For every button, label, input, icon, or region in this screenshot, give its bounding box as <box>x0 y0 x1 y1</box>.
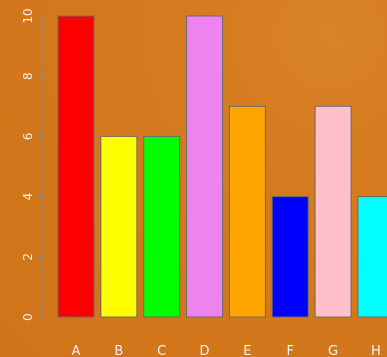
bar-d <box>186 15 224 318</box>
x-tick-label-f: F <box>287 344 294 357</box>
y-tick-label: 8 <box>21 72 35 80</box>
y-tick-label: 2 <box>21 253 35 261</box>
bars <box>57 15 387 318</box>
bar-a <box>57 15 95 318</box>
bar-b <box>100 135 138 318</box>
y-axis: 0 2 4 6 8 10 <box>21 8 44 321</box>
x-tick-label-a: A <box>72 344 81 357</box>
bar-c <box>143 135 181 318</box>
bar-e <box>228 105 266 318</box>
y-tick-label: 4 <box>21 193 35 201</box>
x-tick-label-b: B <box>114 344 123 357</box>
x-tick-label-g: G <box>328 344 338 357</box>
x-tick-label-e: E <box>243 344 251 357</box>
bar-f <box>271 196 309 318</box>
y-tick-label: 10 <box>21 8 35 23</box>
x-tick-label-c: C <box>157 344 166 357</box>
x-axis-labels: A B C D E F G H <box>72 344 381 357</box>
bar-g <box>314 105 352 318</box>
x-tick-label-d: D <box>200 344 210 357</box>
y-tick-label: 6 <box>21 133 35 141</box>
y-tick-label: 0 <box>21 313 35 321</box>
x-tick-label-h: H <box>371 344 381 357</box>
bar-h <box>357 196 387 318</box>
